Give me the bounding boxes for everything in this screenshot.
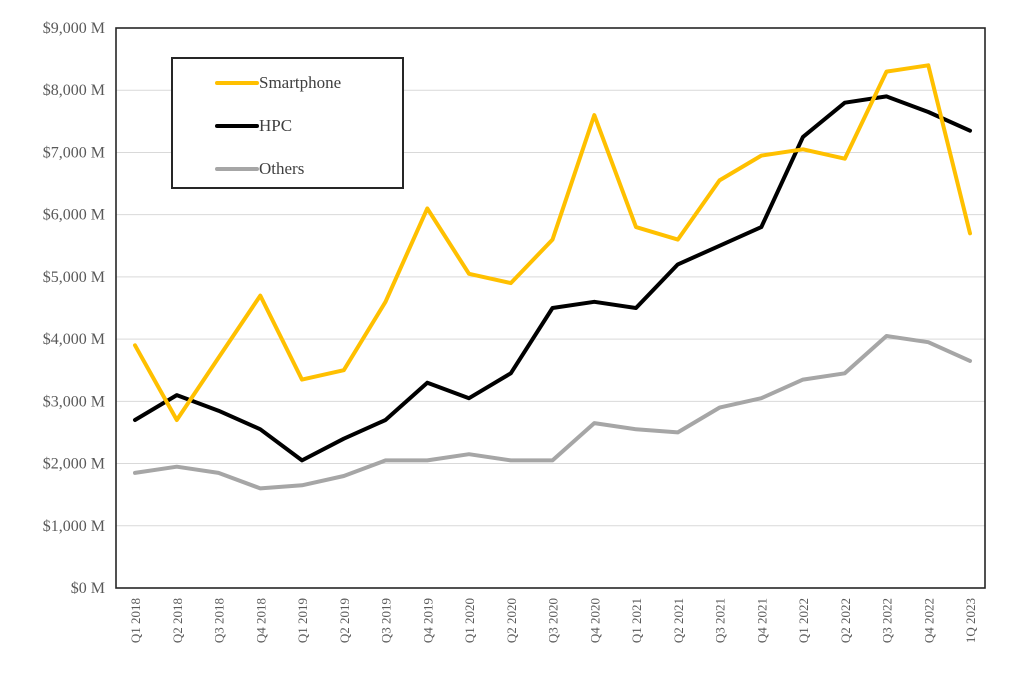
x-axis-tick-label: Q1 2019 xyxy=(295,598,310,643)
x-axis-tick-label: Q3 2019 xyxy=(379,598,394,643)
y-axis-tick-label: $6,000 M xyxy=(43,207,105,224)
x-axis-tick-label: Q3 2022 xyxy=(880,598,895,643)
x-axis-tick-label: Q1 2020 xyxy=(462,598,477,643)
legend-label-others: Others xyxy=(259,159,305,178)
series-line-hpc xyxy=(133,94,972,463)
series-line-others xyxy=(133,334,972,491)
y-axis-tick-label: $7,000 M xyxy=(43,144,105,161)
x-axis-tick-label: Q2 2022 xyxy=(838,598,853,643)
x-axis-tick-label: Q4 2020 xyxy=(587,598,602,643)
x-axis-tick-label: Q1 2018 xyxy=(128,598,143,643)
x-axis-tick-label: Q1 2022 xyxy=(796,598,811,643)
plot-frame xyxy=(115,27,986,589)
x-axis-tick-label: Q3 2021 xyxy=(713,598,728,643)
series-line-smartphone xyxy=(133,63,972,422)
legend-line-swatch-hpc xyxy=(215,124,259,128)
x-axis-tick-label: Q2 2020 xyxy=(504,598,519,643)
x-axis-tick-label: Q1 2021 xyxy=(629,598,644,643)
legend-label-hpc: HPC xyxy=(259,116,293,135)
x-axis-tick-label: Q3 2018 xyxy=(212,598,227,643)
y-axis-tick-label: $0 M xyxy=(71,580,105,597)
x-axis-tick-label: Q2 2018 xyxy=(170,598,185,643)
y-axis-tick-label: $5,000 M xyxy=(43,269,105,286)
legend-item-smartphone: Smartphone xyxy=(215,73,341,93)
x-axis-tick-label: Q4 2021 xyxy=(754,598,769,643)
legend-line-swatch-smartphone xyxy=(215,81,259,85)
y-axis-tick-label: $8,000 M xyxy=(43,82,105,99)
chart-legend: Smartphone HPC Others xyxy=(171,57,404,189)
legend-item-hpc: HPC xyxy=(215,116,292,136)
y-axis-tick-label: $9,000 M xyxy=(43,20,105,37)
y-axis-tick-label: $4,000 M xyxy=(43,331,105,348)
x-axis-tick-label: Q2 2019 xyxy=(337,598,352,643)
x-axis-tick-label: Q2 2021 xyxy=(671,598,686,643)
y-axis-tick-labels: $0 M $1,000 M $2,000 M $3,000 M $4,000 M $5,0… xyxy=(43,20,105,597)
x-axis-tick-label: Q4 2019 xyxy=(420,598,435,643)
x-axis-tick-label: Q4 2018 xyxy=(253,598,268,643)
x-axis-tick-label: Q3 2020 xyxy=(546,598,561,643)
legend-line-swatch-others xyxy=(215,167,259,171)
x-axis-tick-label: Q4 2022 xyxy=(921,598,936,643)
y-axis-tick-label: $3,000 M xyxy=(43,393,105,410)
legend-label-smartphone: Smartphone xyxy=(259,73,342,92)
legend-item-others: Others xyxy=(215,159,304,179)
y-axis-tick-label: $2,000 M xyxy=(43,456,105,473)
y-axis-tick-label: $1,000 M xyxy=(43,518,105,535)
x-axis-tick-label: 1Q 2023 xyxy=(963,598,978,643)
x-axis-tick-labels: Q1 2018 Q2 2018 Q3 2018 Q4 2018 Q1 2019 Q2 20… xyxy=(128,598,978,643)
